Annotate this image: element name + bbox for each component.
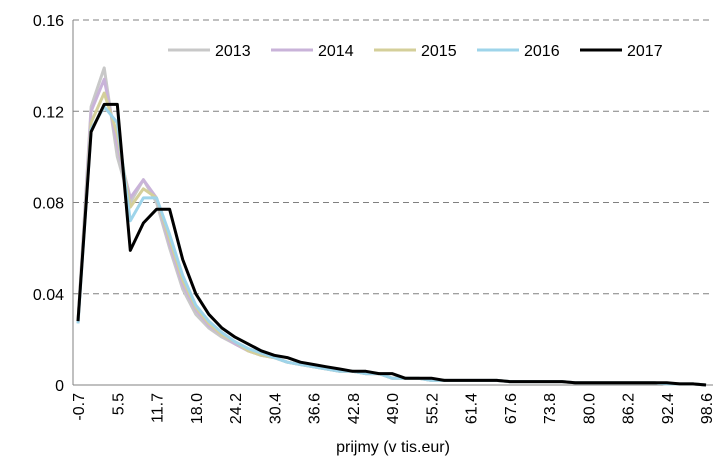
legend-label: 2013 (215, 43, 251, 60)
x-tick-label: 49.0 (385, 393, 402, 424)
x-tick-label: -0.7 (71, 393, 88, 421)
x-tick-label: 24.2 (228, 393, 245, 424)
x-tick-label: 92.4 (660, 393, 677, 424)
x-axis-title: prijmy (v tis.eur) (336, 439, 450, 456)
y-tick-label: 0 (55, 378, 64, 395)
x-tick-label: 11.7 (150, 393, 167, 423)
y-tick-label: 0.16 (33, 13, 64, 30)
y-tick-label: 0.08 (33, 196, 64, 213)
x-tick-label: 30.4 (267, 393, 284, 424)
legend-label: 2016 (524, 43, 560, 60)
x-tick-label: 80.0 (581, 393, 598, 424)
x-tick-label: 98.6 (699, 393, 716, 424)
series-line (76, 105, 707, 387)
y-tick-label: 0.04 (33, 287, 64, 304)
series-line (76, 77, 707, 387)
x-tick-label: 73.8 (542, 393, 559, 424)
legend-label: 2015 (421, 43, 457, 60)
x-tick-label: 5.5 (110, 393, 127, 415)
x-tick-label: 86.2 (621, 393, 638, 424)
x-tick-label: 42.8 (346, 393, 363, 424)
x-tick-label: 36.6 (307, 393, 324, 424)
y-tick-label: 0.12 (33, 104, 64, 121)
x-tick-label: 61.4 (464, 393, 481, 424)
legend-label: 2017 (627, 43, 663, 60)
series-line (76, 102, 707, 387)
x-tick-label: 55.2 (424, 393, 441, 424)
x-tick-label: 18.0 (189, 393, 206, 424)
series-line (76, 66, 707, 387)
x-tick-label: 67.6 (503, 393, 520, 424)
legend-label: 2014 (318, 43, 354, 60)
